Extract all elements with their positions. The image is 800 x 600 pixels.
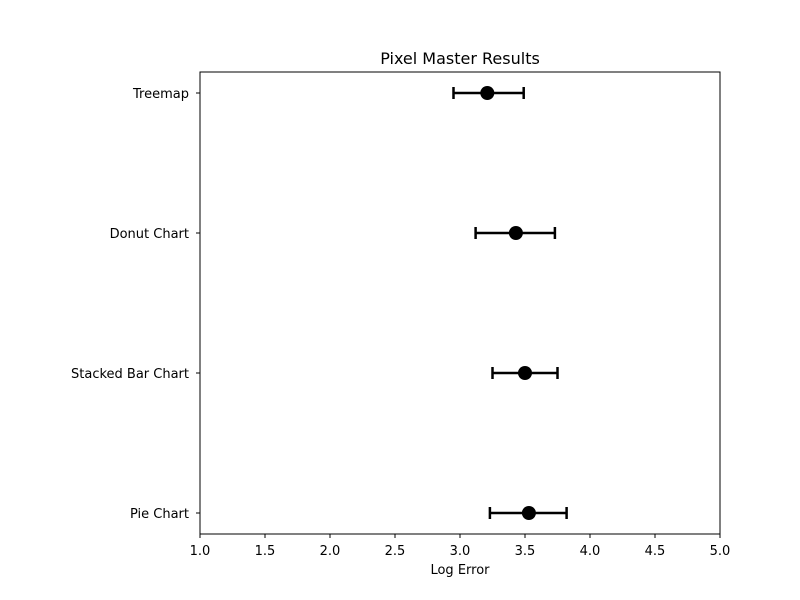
- y-tick-label: Stacked Bar Chart: [71, 367, 189, 382]
- x-tick-label: 5.0: [710, 544, 731, 559]
- data-point: [518, 366, 532, 380]
- x-tick-label: 2.5: [385, 544, 406, 559]
- chart-title: Pixel Master Results: [380, 49, 540, 68]
- x-tick-label: 4.0: [580, 544, 601, 559]
- plot-area: 1.0 1.5 2.0 2.5 3.0 3.5 4.0 4.5 5.0 Pie Chart Stac…: [71, 71, 731, 559]
- data-point: [480, 86, 495, 100]
- x-tick-label: 3.5: [515, 544, 536, 559]
- data-point: [521, 506, 536, 520]
- x-tick-label: 1.5: [255, 544, 276, 559]
- y-tick-label: Donut Chart: [110, 227, 189, 242]
- plot-frame: [199, 71, 721, 535]
- y-tick-label: Pie Chart: [130, 507, 189, 522]
- x-tick-label: 3.0: [450, 544, 471, 559]
- y-tick-label: Treemap: [132, 87, 189, 102]
- x-tick-label: 2.0: [320, 544, 341, 559]
- x-axis-label: Log Error: [430, 563, 490, 578]
- data-point: [508, 226, 523, 240]
- x-tick-label: 4.5: [645, 544, 666, 559]
- x-tick-label: 1.0: [190, 544, 211, 559]
